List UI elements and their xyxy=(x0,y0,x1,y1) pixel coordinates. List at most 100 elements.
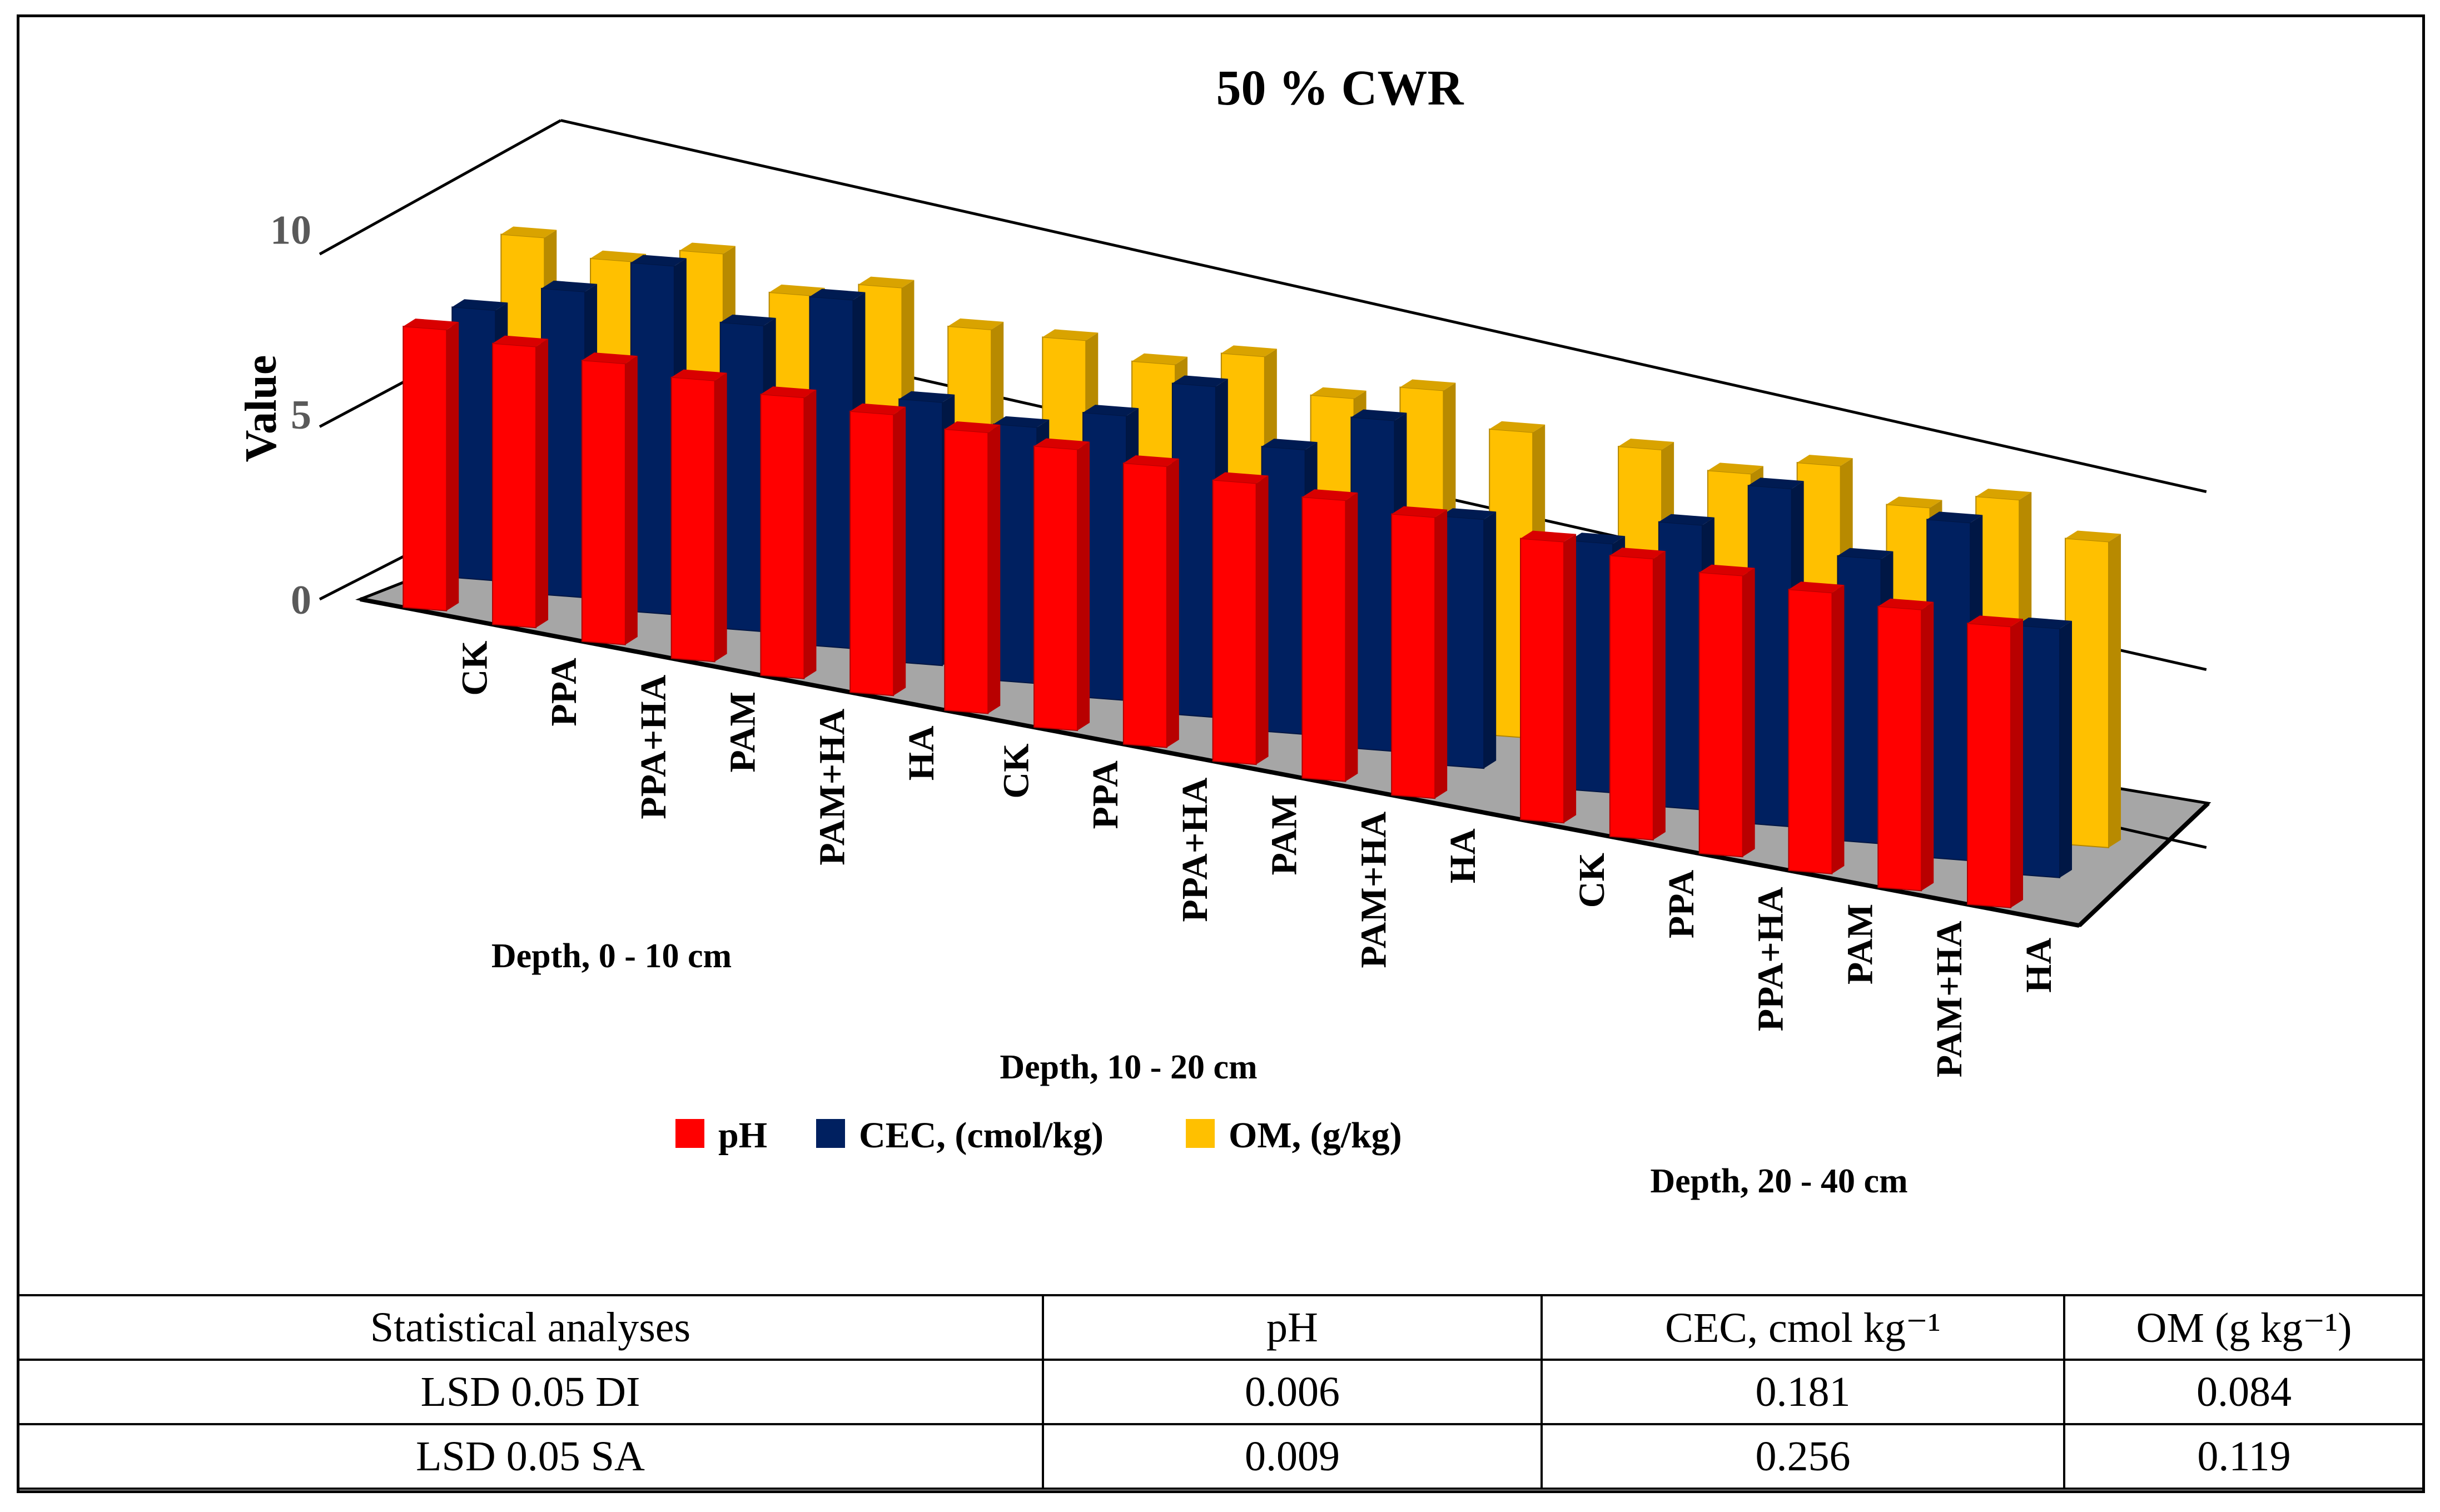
bar-top-face xyxy=(1699,564,1755,576)
bar-top-face xyxy=(493,335,549,347)
bar-front-face xyxy=(1698,571,1743,858)
bar-side-face xyxy=(536,339,549,628)
table-cell: 0.256 xyxy=(1540,1423,2065,1490)
y-tick-label: 5 xyxy=(291,392,311,438)
bar-top-face xyxy=(1392,506,1448,518)
table-cell: 0.181 xyxy=(1540,1359,2065,1425)
bar-ph xyxy=(402,319,459,611)
table-cell: 0.084 xyxy=(2063,1359,2425,1425)
chart-title: 50 % CWR xyxy=(1216,61,1464,116)
bar-front-face xyxy=(670,376,715,663)
bar-ph xyxy=(1391,506,1448,799)
bar-top-face xyxy=(590,250,647,262)
figure-frame xyxy=(17,14,2425,1493)
bar-top-face xyxy=(720,314,776,326)
bars xyxy=(402,226,2121,908)
bar-top-face xyxy=(1310,387,1366,399)
bar-top-face xyxy=(899,391,955,402)
y-tick-label: 0 xyxy=(291,578,311,623)
bar-top-face xyxy=(1976,489,2032,500)
bar-top-face xyxy=(1221,345,1277,357)
bar-top-face xyxy=(1302,489,1358,501)
table-cell: LSD 0.05 SA xyxy=(17,1423,1044,1490)
y-tick-label: 10 xyxy=(270,207,311,253)
bar-front-face xyxy=(1788,589,1833,874)
bar-top-face xyxy=(671,369,727,381)
bar-top-face xyxy=(630,255,687,266)
category-label: PAM xyxy=(1840,904,1880,984)
bar-front-face xyxy=(1520,538,1565,824)
bar-side-face xyxy=(714,372,727,662)
bar-side-face xyxy=(446,322,459,611)
bar-top-face xyxy=(1618,439,1674,450)
bar-side-face xyxy=(1832,585,1845,874)
group-label: Depth, 0 - 10 cm xyxy=(491,937,732,975)
gridline xyxy=(319,119,562,256)
bar-side-face xyxy=(893,406,906,696)
bar-cec xyxy=(1440,508,1497,769)
bar-top-face xyxy=(858,276,915,288)
bar-front-face xyxy=(1033,445,1079,732)
bar-ph xyxy=(1698,564,1755,858)
category-label: HA xyxy=(2019,938,2059,993)
group-label: Depth, 10 - 20 cm xyxy=(1000,1048,1257,1086)
category-label: PPA xyxy=(1661,869,1702,938)
table-cell: LSD 0.05 DI xyxy=(17,1359,1044,1425)
category-label: PAM+HA xyxy=(1929,921,1970,1077)
category-labels: CK PPA PPA+HA PAM PAM+HA HA CK PPA PPA+HA PAM PAM+… xyxy=(454,641,2059,1078)
bar-top-face xyxy=(1172,375,1228,387)
bar-top-face xyxy=(809,289,866,300)
bar-front-face xyxy=(1122,462,1167,748)
table-cell: 0.119 xyxy=(2063,1423,2425,1490)
table-cell: 0.009 xyxy=(1042,1423,1543,1490)
group-labels: Depth, 0 - 10 cm Depth, 10 - 20 cm Depth, … xyxy=(491,937,1908,1200)
bar-side-face xyxy=(1564,534,1577,823)
bar-ph xyxy=(1788,581,1845,874)
bar-top-face xyxy=(1351,409,1407,421)
category-label: PAM xyxy=(1264,794,1305,875)
bar-side-face xyxy=(1435,509,1448,799)
bar-top-face xyxy=(1609,548,1666,559)
bar-front-face xyxy=(1212,479,1257,765)
floor-edge-right xyxy=(2078,802,2210,927)
legend-label-ph: pH xyxy=(718,1115,767,1156)
legend: pH CEC, (cmol/kg) OM, (g/kg) xyxy=(675,1115,1402,1156)
bar-side-face xyxy=(1345,493,1358,782)
bar-top-face xyxy=(1489,421,1546,432)
category-label: PPA+HA xyxy=(1751,887,1791,1031)
table-header-cell: OM (g kg⁻¹) xyxy=(2063,1294,2425,1361)
legend-swatch-cec xyxy=(816,1119,845,1148)
bar-top-face xyxy=(1042,329,1099,341)
bar-side-face xyxy=(1484,511,1497,769)
bar-front-face xyxy=(1391,513,1436,799)
bar-front-face xyxy=(492,342,537,629)
bar-front-face xyxy=(1301,496,1346,782)
bar-top-face xyxy=(1967,615,2024,627)
bar-top-face xyxy=(1797,455,1853,466)
bar-top-face xyxy=(1707,462,1763,474)
category-label: HA xyxy=(1443,828,1483,883)
bar-top-face xyxy=(541,280,598,292)
bar-om xyxy=(2065,530,2121,848)
bar-cec xyxy=(2016,617,2073,878)
bar-front-face xyxy=(944,428,989,714)
bar-top-face xyxy=(2016,617,2073,629)
bar-side-face xyxy=(2109,534,2121,848)
bar-side-face xyxy=(1653,551,1666,840)
table-header-row: Statistical analyses pH CEC, cmol kg⁻¹ O… xyxy=(17,1294,2425,1361)
bar-top-face xyxy=(1748,478,1804,489)
category-label: PPA xyxy=(1085,760,1126,829)
bar-ph xyxy=(1967,615,2024,908)
bar-top-face xyxy=(1878,598,1934,610)
y-axis-ticks: 0 5 10 xyxy=(270,207,311,623)
bar-front-face xyxy=(1967,623,2012,908)
bar-top-face xyxy=(993,416,1050,427)
bar-side-face xyxy=(1256,475,1269,765)
table-header-cell: CEC, cmol kg⁻¹ xyxy=(1540,1294,2065,1361)
legend-label-cec: CEC, (cmol/kg) xyxy=(859,1115,1104,1156)
bar-top-face xyxy=(948,318,1004,330)
bar-ph xyxy=(670,369,727,663)
category-label: HA xyxy=(901,725,942,780)
bar-top-face xyxy=(452,299,508,311)
bar-top-face xyxy=(1886,496,1942,508)
